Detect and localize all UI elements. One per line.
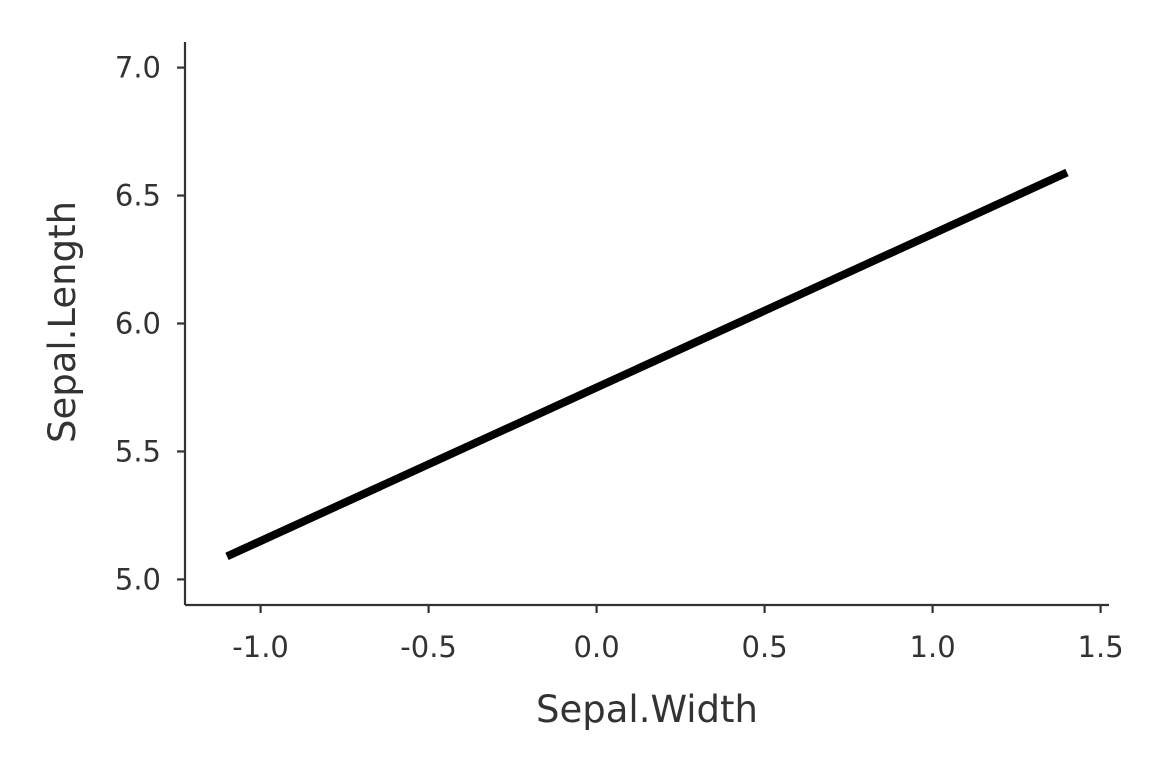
x-tick-label: 0.0 xyxy=(574,630,620,664)
x-axis-title: Sepal.Width xyxy=(536,688,758,731)
y-tick-label: 5.0 xyxy=(115,562,161,596)
x-axis: -1.0 -0.5 0.0 0.5 1.0 1.5 xyxy=(185,603,1124,664)
x-tick-label: -1.0 xyxy=(232,630,289,664)
y-tick-label: 6.0 xyxy=(115,307,161,341)
series-line xyxy=(225,168,1069,561)
y-axis-title: Sepal.Length xyxy=(41,201,84,443)
x-tick-label: -0.5 xyxy=(400,630,457,664)
x-tick-label: 1.0 xyxy=(910,630,956,664)
x-tick-label: 1.5 xyxy=(1078,630,1124,664)
x-tick-label: 0.5 xyxy=(742,630,788,664)
y-tick-label: 7.0 xyxy=(115,51,161,85)
y-axis: 5.0 5.5 6.0 6.5 7.0 xyxy=(115,42,187,605)
y-tick-label: 5.5 xyxy=(115,434,161,468)
y-tick-label: 6.5 xyxy=(115,179,161,213)
plot-area xyxy=(225,168,1069,561)
